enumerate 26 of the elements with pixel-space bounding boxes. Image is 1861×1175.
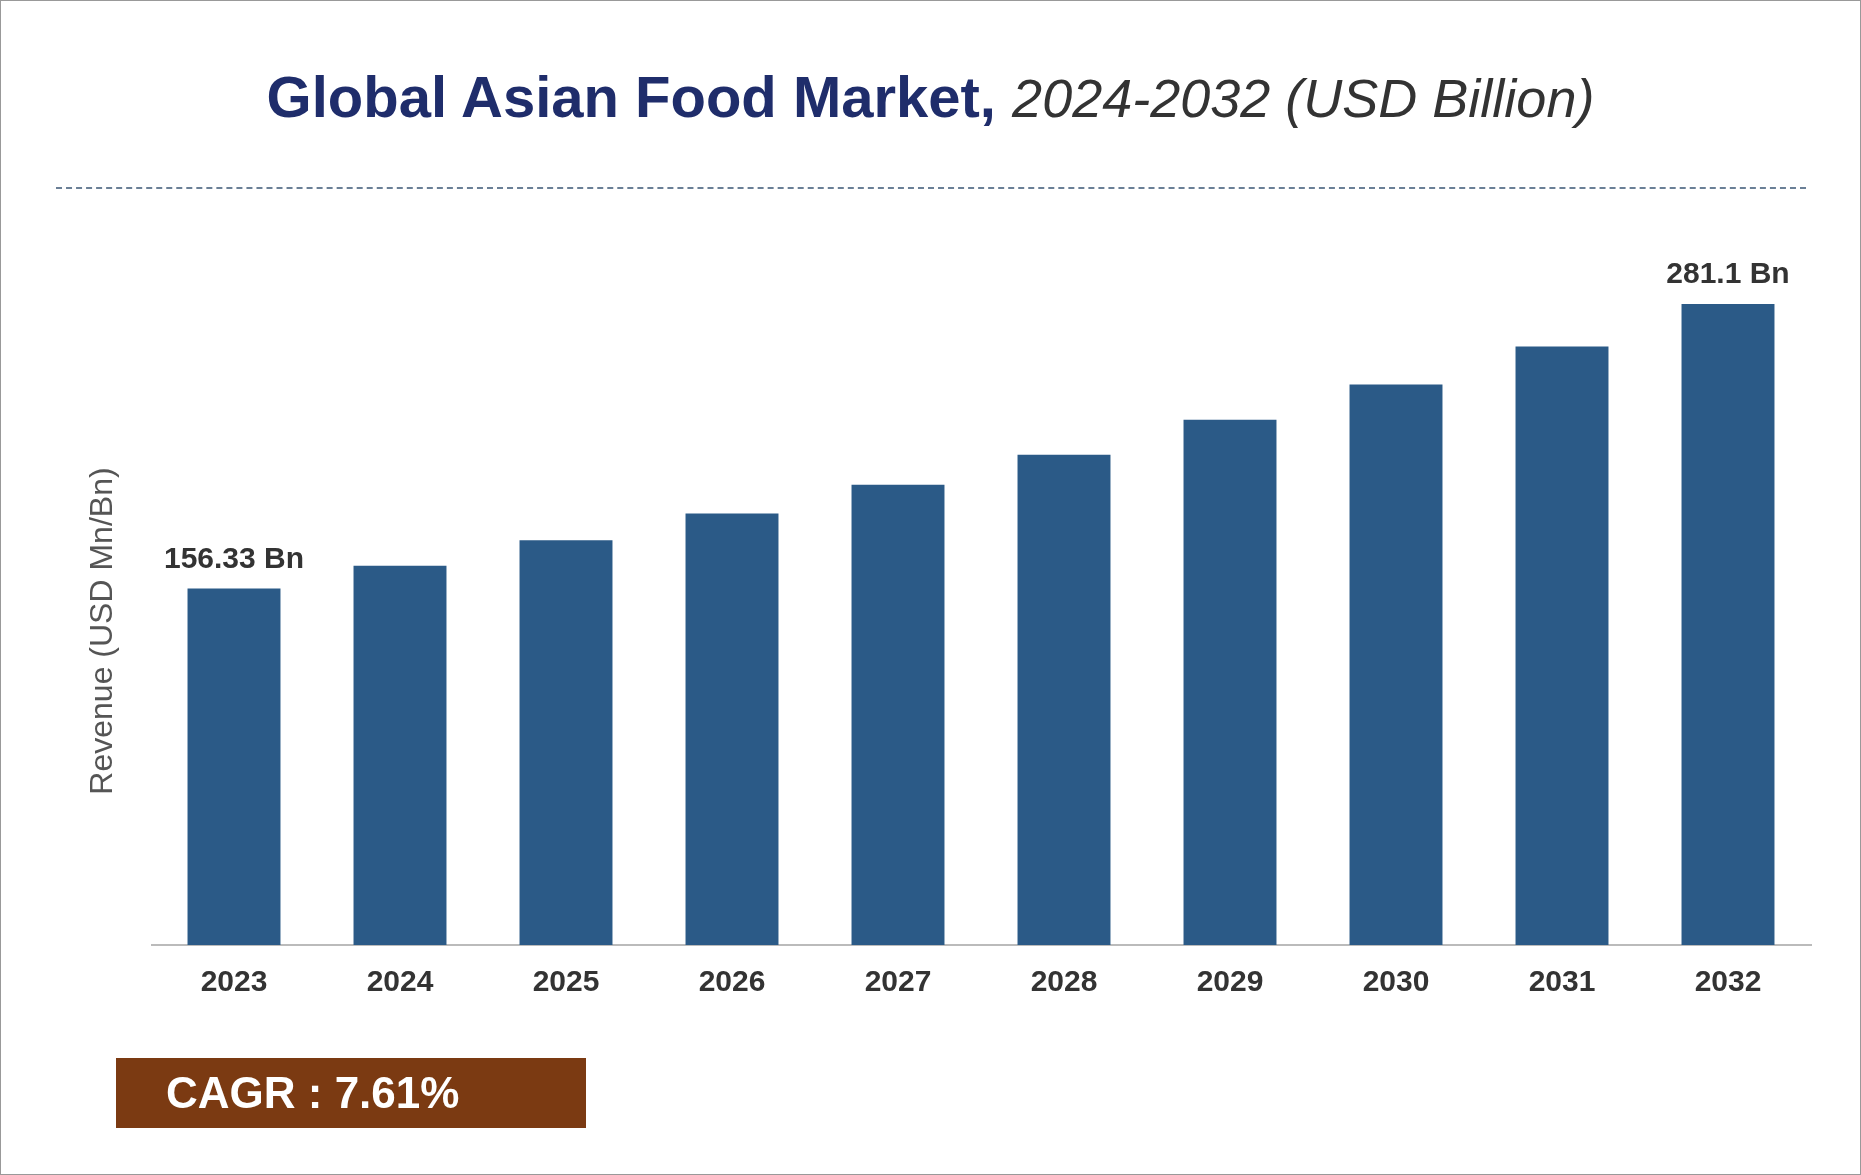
x-tick-label: 2024 (366, 964, 434, 998)
data-label: 156.33 Bn (163, 540, 305, 574)
bar (1515, 346, 1609, 945)
bar (519, 540, 613, 945)
y-axis-title: Revenue (USD Mn/Bn) (82, 466, 120, 797)
x-tick-label: 2025 (532, 964, 600, 998)
bar (1349, 384, 1443, 945)
bar (1183, 419, 1277, 945)
x-tick-label: 2031 (1528, 964, 1596, 998)
bar (851, 484, 945, 945)
chart-title: Global Asian Food Market, (266, 64, 996, 129)
x-tick-label: 2023 (200, 964, 268, 998)
bar (1017, 454, 1111, 945)
x-tick-label: 2032 (1694, 964, 1762, 998)
bar (187, 588, 281, 945)
text: CAGR : 7.61% (116, 1058, 586, 1128)
x-tick-label: 2026 (698, 964, 766, 998)
bar (353, 565, 447, 945)
x-tick-label: 2027 (864, 964, 932, 998)
x-tick-label: 2028 (1030, 964, 1098, 998)
data-label: 281.1 Bn (1666, 256, 1790, 290)
chart-subtitle: 2024-2032 (USD Billion) (1012, 68, 1595, 128)
bar (685, 513, 779, 945)
x-tick-label: 2030 (1362, 964, 1430, 998)
x-tick-label: 2029 (1196, 964, 1264, 998)
bar (1681, 304, 1775, 945)
